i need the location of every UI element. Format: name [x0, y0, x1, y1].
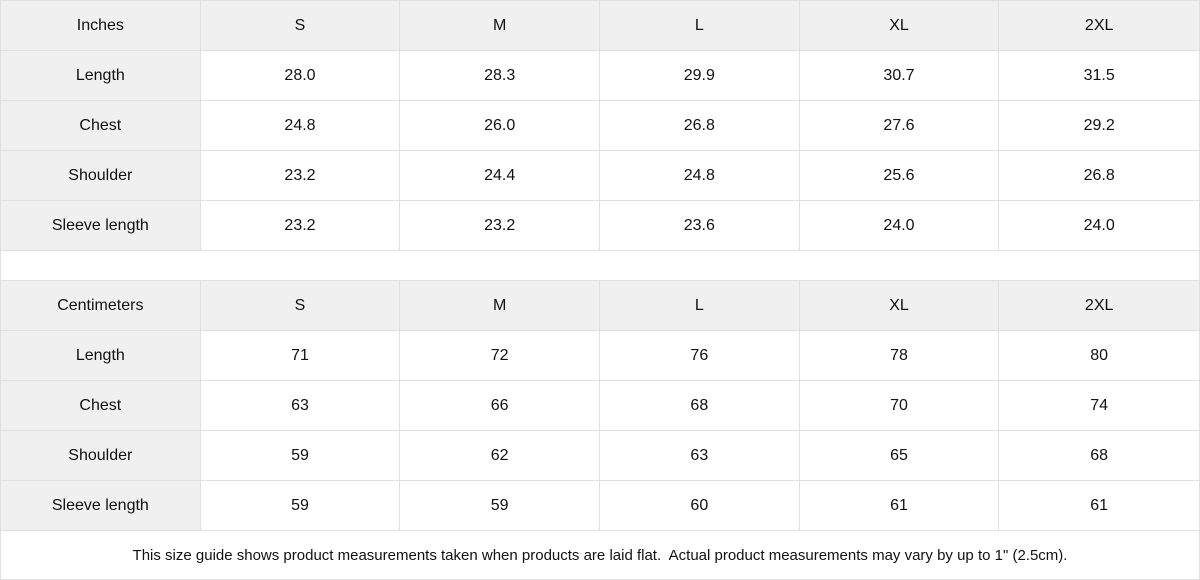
measurement-value-cell: 30.7 [799, 51, 1000, 101]
measurement-value-cell: 23.2 [400, 201, 600, 251]
measurement-value-cell: 24.8 [600, 151, 800, 201]
measurement-value-cell: 74 [999, 381, 1199, 431]
measurement-value-cell: 71 [200, 331, 401, 381]
row-label-cell: Sleeve length [1, 481, 201, 531]
size-header-cell: M [400, 281, 600, 331]
size-table-centimeters: Centimeters S M L XL 2XL Length 71 72 76 78 80 Chest… [1, 281, 1199, 531]
measurement-value-cell: 24.4 [400, 151, 600, 201]
unit-header-cell: Inches [1, 1, 201, 51]
measurement-value-cell: 25.6 [799, 151, 1000, 201]
row-label-cell: Length [1, 331, 201, 381]
measurement-value-cell: 65 [799, 431, 1000, 481]
measurement-value-cell: 31.5 [999, 51, 1199, 101]
size-header-cell: L [600, 1, 800, 51]
measurement-value-cell: 28.0 [200, 51, 401, 101]
unit-header-cell: Centimeters [1, 281, 201, 331]
measurement-value-cell: 26.8 [999, 151, 1199, 201]
size-header-cell: S [200, 1, 401, 51]
measurement-value-cell: 23.2 [200, 201, 401, 251]
measurement-value-cell: 78 [799, 331, 1000, 381]
measurement-value-cell: 29.2 [999, 101, 1199, 151]
measurement-value-cell: 59 [200, 481, 401, 531]
measurement-value-cell: 76 [600, 331, 800, 381]
measurement-value-cell: 28.3 [400, 51, 600, 101]
measurement-value-cell: 63 [200, 381, 401, 431]
measurement-value-cell: 26.0 [400, 101, 600, 151]
measurement-value-cell: 26.8 [600, 101, 800, 151]
row-label-cell: Chest [1, 101, 201, 151]
measurement-value-cell: 80 [999, 331, 1199, 381]
measurement-value-cell: 72 [400, 331, 600, 381]
measurement-value-cell: 68 [999, 431, 1199, 481]
size-header-cell: 2XL [999, 281, 1199, 331]
size-table-inches: Inches S M L XL 2XL Length 28.0 28.3 29.9 30.7 31.5… [1, 1, 1199, 251]
measurement-value-cell: 29.9 [600, 51, 800, 101]
measurement-value-cell: 27.6 [799, 101, 1000, 151]
measurement-value-cell: 59 [400, 481, 600, 531]
size-header-cell: XL [799, 281, 1000, 331]
row-label-cell: Shoulder [1, 151, 201, 201]
row-label-cell: Sleeve length [1, 201, 201, 251]
measurement-value-cell: 61 [799, 481, 1000, 531]
table-gap-spacer [1, 251, 1199, 281]
size-header-cell: S [200, 281, 401, 331]
row-label-cell: Shoulder [1, 431, 201, 481]
measurement-value-cell: 23.2 [200, 151, 401, 201]
measurement-value-cell: 70 [799, 381, 1000, 431]
measurement-value-cell: 61 [999, 481, 1199, 531]
size-guide-note: This size guide shows product measuremen… [1, 531, 1199, 579]
size-header-cell: L [600, 281, 800, 331]
size-header-cell: M [400, 1, 600, 51]
measurement-value-cell: 66 [400, 381, 600, 431]
measurement-value-cell: 24.0 [799, 201, 1000, 251]
measurement-value-cell: 68 [600, 381, 800, 431]
size-header-cell: XL [799, 1, 1000, 51]
measurement-value-cell: 60 [600, 481, 800, 531]
measurement-value-cell: 63 [600, 431, 800, 481]
measurement-value-cell: 23.6 [600, 201, 800, 251]
measurement-value-cell: 62 [400, 431, 600, 481]
row-label-cell: Chest [1, 381, 201, 431]
measurement-value-cell: 24.8 [200, 101, 401, 151]
measurement-value-cell: 24.0 [999, 201, 1199, 251]
measurement-value-cell: 59 [200, 431, 401, 481]
row-label-cell: Length [1, 51, 201, 101]
size-header-cell: 2XL [999, 1, 1199, 51]
